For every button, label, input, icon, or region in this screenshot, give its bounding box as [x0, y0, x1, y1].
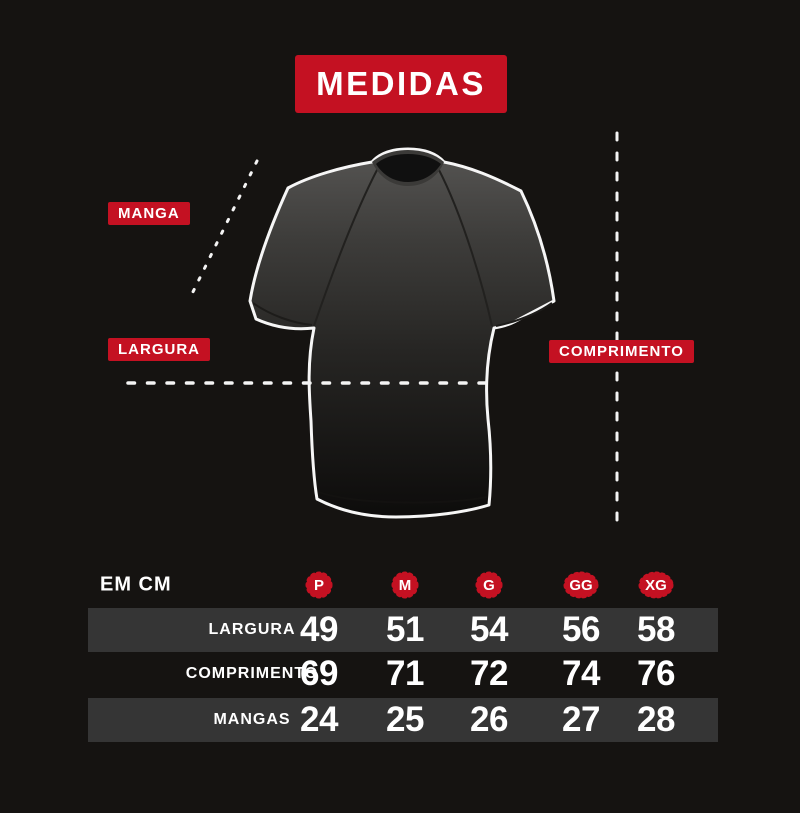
tshirt-image: [248, 147, 556, 519]
size-seal-icon: [305, 571, 333, 599]
size-label: M: [398, 576, 412, 594]
cell-largura-m: 51: [386, 610, 424, 649]
cell-comprimento-p: 69: [300, 654, 338, 693]
cell-largura-g: 54: [470, 610, 508, 649]
cell-comprimento-gg: 74: [562, 654, 600, 693]
comprimento-label: COMPRIMENTO: [559, 343, 684, 360]
table-row-largura: LARGURA 49 51 54 56 58: [88, 608, 718, 652]
cell-comprimento-m: 71: [386, 654, 424, 693]
size-label: XG: [645, 576, 667, 594]
largura-label-badge: LARGURA: [108, 338, 210, 361]
size-label: GG: [569, 576, 593, 594]
cell-mangas-gg: 27: [562, 700, 600, 739]
comprimento-label-badge: COMPRIMENTO: [549, 340, 694, 363]
size-seal-badge-p: P: [295, 565, 343, 605]
cell-largura-p: 49: [300, 610, 338, 649]
size-seal-icon: [563, 571, 599, 599]
cell-largura-gg: 56: [562, 610, 600, 649]
size-label: P: [313, 576, 324, 594]
size-seal-badge-g: G: [465, 565, 513, 605]
size-label: G: [483, 576, 495, 594]
row-label: MANGAS: [213, 711, 291, 728]
title-badge: MEDIDAS: [295, 55, 507, 113]
size-seal-icon: [475, 571, 503, 599]
manga-label: MANGA: [118, 205, 180, 222]
row-label: COMPRIMENTO: [185, 665, 319, 682]
manga-label-badge: MANGA: [108, 202, 190, 225]
cell-largura-xg: 58: [637, 610, 675, 649]
largura-label: LARGURA: [118, 341, 200, 358]
cell-mangas-m: 25: [386, 700, 424, 739]
size-seal-icon: [638, 571, 674, 599]
size-seal-badge-xg: XG: [632, 565, 680, 605]
cell-comprimento-xg: 76: [637, 654, 675, 693]
cell-comprimento-g: 72: [470, 654, 508, 693]
row-label: LARGURA: [208, 621, 296, 638]
cell-mangas-xg: 28: [637, 700, 675, 739]
size-seal-badge-gg: GG: [557, 565, 605, 605]
table-row-comprimento: COMPRIMENTO 69 71 72 74 76: [88, 652, 718, 696]
unit-label: EM CM: [100, 573, 172, 596]
size-seal-badge-m: M: [381, 565, 429, 605]
table-row-mangas: MANGAS 24 25 26 27 28: [88, 698, 718, 742]
page-title: MEDIDAS: [316, 65, 486, 102]
cell-mangas-g: 26: [470, 700, 508, 739]
size-seal-icon: [391, 571, 419, 599]
cell-mangas-p: 24: [300, 700, 338, 739]
